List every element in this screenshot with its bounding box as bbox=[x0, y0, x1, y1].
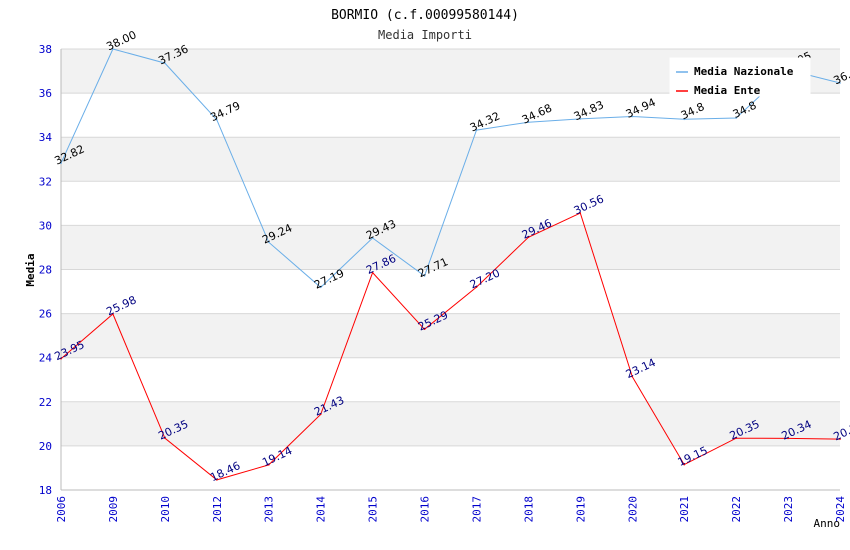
x-tick-label: 2009 bbox=[107, 496, 120, 523]
data-point bbox=[631, 115, 634, 118]
chart-subtitle: Media Importi bbox=[378, 28, 472, 42]
x-tick-label: 2006 bbox=[55, 496, 68, 523]
data-point bbox=[164, 437, 166, 439]
data-label: 34.68 bbox=[520, 101, 554, 126]
data-point bbox=[735, 117, 737, 119]
y-tick-label: 38 bbox=[39, 43, 52, 56]
x-tick-label: 2013 bbox=[263, 496, 276, 523]
data-point bbox=[216, 118, 218, 121]
legend-entry: Media Ente bbox=[694, 84, 761, 97]
legend-box bbox=[669, 57, 811, 97]
y-axis: 18 20 22 24 26 28 30 32 34 36 38 bbox=[39, 43, 62, 497]
data-label: 34.79 bbox=[208, 99, 242, 124]
data-label: 30.56 bbox=[572, 192, 606, 217]
x-tick-label: 2018 bbox=[522, 496, 535, 523]
data-label: 34.32 bbox=[468, 109, 502, 134]
x-tick-label: 2023 bbox=[782, 496, 795, 523]
legend-entry: Media Nazionale bbox=[694, 65, 794, 78]
grid-band bbox=[61, 225, 840, 270]
series-layer bbox=[60, 48, 841, 481]
x-tick-label: 2012 bbox=[211, 496, 224, 523]
y-axis-label: Media bbox=[24, 253, 37, 286]
data-point bbox=[579, 118, 582, 120]
data-point bbox=[735, 437, 737, 439]
data-label: 34.83 bbox=[572, 98, 606, 123]
y-tick-label: 30 bbox=[39, 219, 52, 232]
data-point bbox=[267, 464, 270, 466]
data-point bbox=[787, 437, 789, 440]
data-point bbox=[683, 463, 685, 466]
data-point bbox=[839, 438, 841, 440]
grid-bands bbox=[61, 48, 840, 491]
grid-band bbox=[61, 313, 840, 358]
data-point bbox=[423, 275, 426, 277]
data-label: 27.19 bbox=[312, 267, 346, 292]
data-point bbox=[839, 82, 841, 84]
y-tick-label: 24 bbox=[39, 352, 53, 365]
legend: Media Nazionale Media Ente bbox=[669, 57, 811, 97]
data-point bbox=[112, 48, 114, 50]
y-tick-label: 20 bbox=[39, 440, 52, 453]
data-point bbox=[423, 328, 426, 331]
y-tick-label: 28 bbox=[39, 264, 52, 277]
data-label: 19.15 bbox=[676, 444, 710, 469]
data-point bbox=[319, 413, 322, 416]
data-point bbox=[475, 286, 478, 288]
y-tick-label: 22 bbox=[39, 396, 52, 409]
data-label: 23.14 bbox=[624, 356, 658, 381]
x-axis: 2006 2009 2010 2012 2013 2014 2015 2016 2017 2018… bbox=[55, 489, 847, 523]
x-tick-label: 2015 bbox=[367, 496, 380, 523]
y-tick-label: 34 bbox=[39, 131, 53, 144]
data-point bbox=[267, 241, 270, 243]
x-tick-label: 2010 bbox=[159, 496, 172, 523]
data-point bbox=[319, 286, 322, 289]
x-tick-label: 2019 bbox=[574, 496, 587, 523]
data-label: 27.20 bbox=[468, 266, 502, 291]
series-line bbox=[60, 48, 841, 289]
data-point bbox=[60, 358, 62, 360]
data-point bbox=[216, 479, 218, 481]
data-point bbox=[371, 237, 374, 239]
chart-title: BORMIO (c.f.00099580144) bbox=[331, 8, 519, 23]
y-tick-label: 36 bbox=[39, 87, 52, 100]
x-tick-label: 2021 bbox=[678, 496, 691, 523]
grid-band bbox=[61, 137, 840, 182]
data-point bbox=[60, 162, 62, 165]
data-point bbox=[164, 62, 166, 64]
grid-band bbox=[61, 401, 840, 446]
y-tick-label: 18 bbox=[39, 484, 52, 497]
data-label: 34.8 bbox=[731, 99, 759, 121]
y-tick-label: 26 bbox=[39, 308, 52, 321]
data-point bbox=[631, 375, 634, 378]
y-tick-label: 32 bbox=[39, 175, 52, 188]
x-tick-label: 2020 bbox=[626, 496, 639, 523]
data-point bbox=[527, 236, 530, 239]
x-tick-label: 2024 bbox=[834, 496, 847, 523]
data-label: 18.46 bbox=[208, 459, 242, 484]
x-tick-label: 2016 bbox=[419, 496, 432, 523]
data-point bbox=[579, 212, 582, 214]
series-line bbox=[60, 212, 841, 481]
x-tick-label: 2017 bbox=[470, 496, 483, 523]
data-point bbox=[475, 129, 478, 131]
data-point bbox=[683, 118, 685, 121]
x-tick-label: 2014 bbox=[315, 496, 328, 523]
x-axis-label: Anno bbox=[814, 517, 841, 530]
data-point bbox=[112, 313, 114, 315]
data-point bbox=[371, 271, 374, 274]
x-tick-label: 2022 bbox=[730, 496, 743, 523]
data-label: 19.14 bbox=[260, 444, 294, 469]
data-point bbox=[527, 121, 530, 124]
